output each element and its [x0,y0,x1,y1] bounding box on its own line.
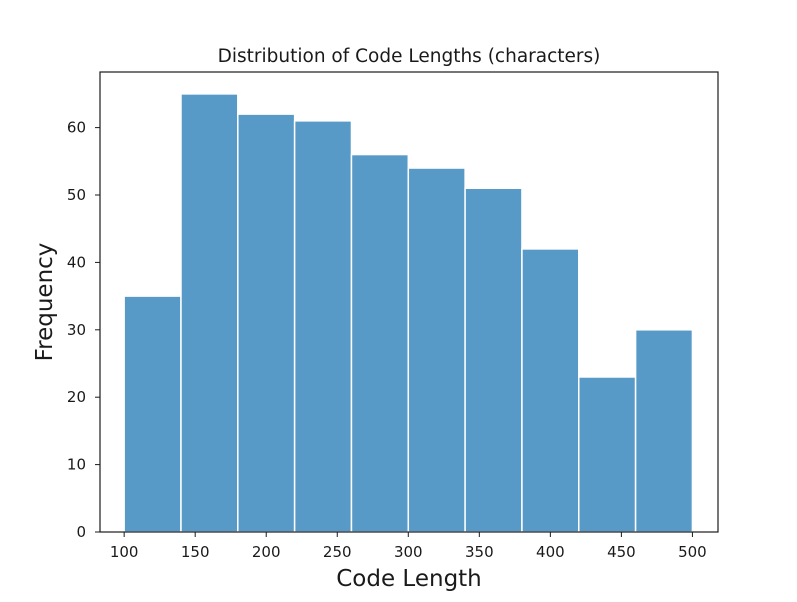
y-tick-label: 0 [76,523,86,541]
x-tick-label: 400 [536,543,565,561]
x-tick-label: 450 [607,543,636,561]
x-tick-label: 250 [323,543,352,561]
histogram-bar-5 [350,153,410,533]
histogram-bar-1 [123,295,182,533]
histogram-bar-2 [180,93,239,533]
y-axis-ticks: 0 10 20 30 40 50 60 [67,119,100,541]
x-tick-label: 300 [394,543,423,561]
y-tick-label: 50 [67,186,86,204]
x-tick-label: 350 [465,543,494,561]
y-axis-label: Frequency [32,243,58,362]
x-axis-label: Code Length [336,566,482,592]
histogram-bar-4 [293,120,353,533]
y-tick-label: 30 [67,321,86,339]
x-tick-label: 150 [181,543,210,561]
histogram-bar-7 [464,187,523,533]
histogram-bar-9 [578,376,637,533]
histogram-bar-6 [407,167,466,533]
y-tick-label: 60 [67,119,86,137]
histogram-bar-3 [237,113,296,533]
x-tick-label: 200 [252,543,281,561]
plot-frame [99,71,719,533]
histogram-bar-10 [634,329,694,533]
bars-group [123,93,694,533]
x-tick-label: 500 [678,543,707,561]
x-tick-label: 100 [110,543,139,561]
y-tick-label: 40 [67,253,86,271]
chart-title: Distribution of Code Lengths (characters… [218,46,601,67]
histogram-bar-8 [521,248,580,533]
y-tick-label: 10 [67,456,86,474]
x-axis-ticks: 100 150 200 250 300 350 400 450 500 [110,532,707,561]
y-tick-label: 20 [67,388,86,406]
